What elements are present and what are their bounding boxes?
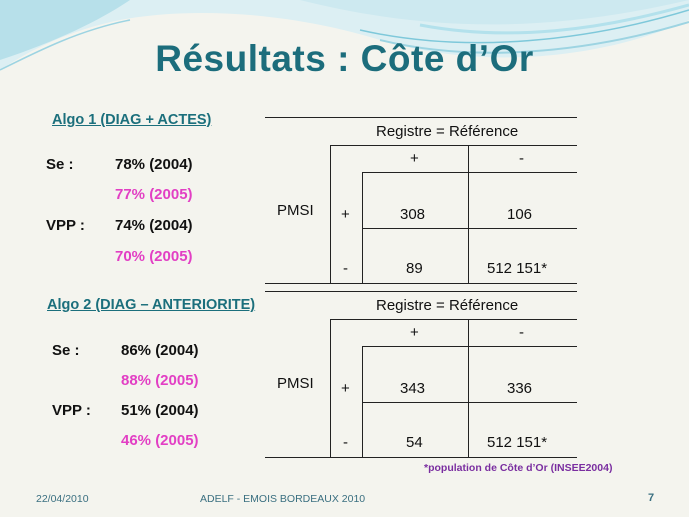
algo1-se-2005: 77% (2005)	[115, 186, 193, 203]
table2-bottom-line	[265, 457, 577, 458]
table1-cell-pm: 106	[507, 206, 533, 223]
population-note: *population de Côte d’Or (INSEE2004)	[424, 462, 613, 474]
table2-vline-c	[468, 319, 469, 457]
table2-vline-b	[362, 346, 363, 457]
table2-header: Registre = Référence	[376, 297, 519, 314]
algo1-vpp-2004: 74% (2004)	[115, 217, 193, 234]
table2-cell-mm: 512 151*	[487, 434, 548, 451]
table1-cell-mp: 89	[406, 260, 423, 277]
table2-cell-pp: 343	[400, 380, 426, 397]
algo1-se-label: Se :	[46, 156, 74, 173]
algo2-heading: Algo 2 (DIAG – ANTERIORITE)	[47, 297, 256, 313]
algo2-se-2004: 86% (2004)	[121, 342, 199, 359]
wave-decoration	[0, 0, 689, 71]
table1-col-plus: +	[410, 150, 419, 167]
table1-header-line	[330, 145, 577, 146]
algo2-vpp-2004: 51% (2004)	[121, 402, 199, 419]
slide-title: Résultats : Côte d’Or	[155, 38, 534, 79]
table2-header-line	[330, 319, 577, 320]
table2-cell-mp: 54	[406, 434, 423, 451]
algo1-vpp-2005: 70% (2005)	[115, 248, 193, 265]
table1-vline-a	[330, 145, 331, 283]
table1-vline-b	[362, 172, 363, 283]
algo2-vpp-label: VPP :	[52, 402, 91, 419]
table1-row-plus: +	[341, 206, 350, 223]
table2-vline-a	[330, 319, 331, 457]
table1-cell-mm: 512 151*	[487, 260, 548, 277]
footer-date: 22/04/2010	[36, 493, 89, 505]
table1-header: Registre = Référence	[376, 123, 519, 140]
table1-col-line	[362, 172, 577, 173]
table1-row-minus: -	[343, 260, 348, 277]
table2-col-line	[362, 346, 577, 347]
algo1-heading: Algo 1 (DIAG + ACTES)	[52, 112, 212, 128]
table1-vline-c	[468, 145, 469, 283]
algo1-se-2004: 78% (2004)	[115, 156, 193, 173]
algo1-vpp-label: VPP :	[46, 217, 85, 234]
table2-top-line	[265, 291, 577, 292]
algo2-se-2005: 88% (2005)	[121, 372, 199, 389]
table2-cell-pm: 336	[507, 380, 533, 397]
footer-event: ADELF - EMOIS BORDEAUX 2010	[200, 493, 366, 505]
algo2-se-label: Se :	[52, 342, 80, 359]
table2-row-label: PMSI	[277, 375, 314, 392]
table2-col-plus: +	[410, 324, 419, 341]
table1-row-line	[362, 228, 577, 229]
table1-row-label: PMSI	[277, 202, 314, 219]
table2-row-plus: +	[341, 380, 350, 397]
table1-cell-pp: 308	[400, 206, 426, 223]
table1-col-minus: -	[519, 150, 524, 167]
table1-bottom-line	[265, 283, 577, 284]
algo2-vpp-2005: 46% (2005)	[121, 432, 199, 449]
table1-top-line	[265, 117, 577, 118]
table2-row-minus: -	[343, 434, 348, 451]
table2-col-minus: -	[519, 324, 524, 341]
table2-row-line	[362, 402, 577, 403]
page-number: 7	[648, 492, 655, 504]
